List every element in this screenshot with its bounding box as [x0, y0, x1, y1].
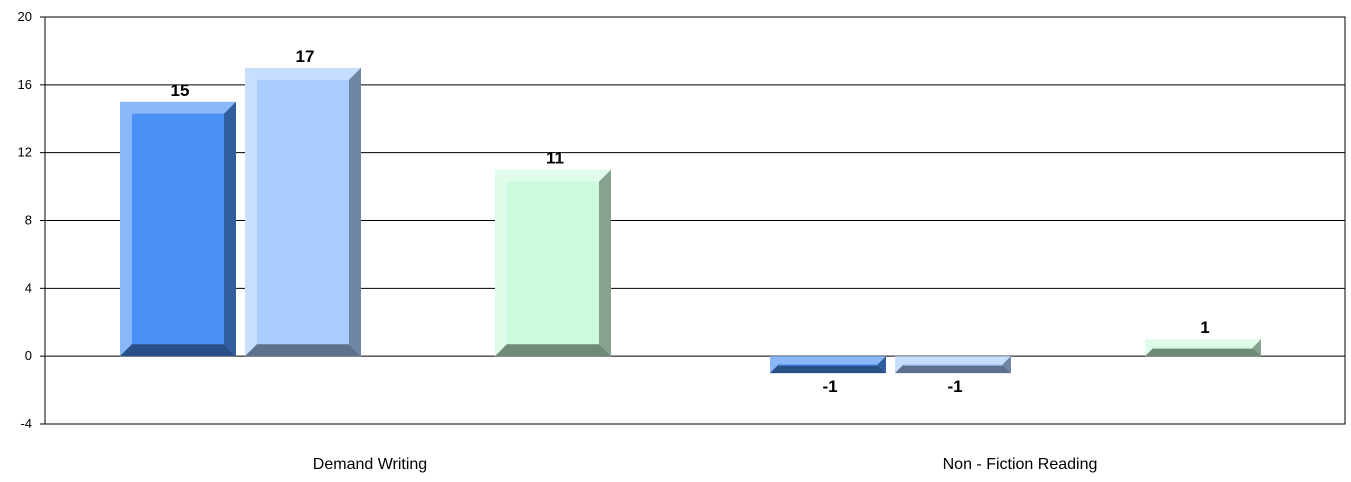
bar-face [1153, 347, 1253, 349]
y-tick-label: 0 [25, 348, 32, 363]
y-tick-label: 16 [18, 77, 32, 92]
bar-bevel-bottom [770, 364, 886, 374]
bar-bevel-right [1002, 356, 1011, 374]
y-tick-label: 8 [25, 213, 32, 228]
bar [120, 101, 236, 357]
bar [770, 356, 886, 374]
bar-bevel-right [1252, 339, 1261, 357]
bar-bevel-bottom [245, 344, 361, 357]
bar-bevel-right [599, 169, 611, 357]
bar-bevel-right [349, 67, 361, 357]
data-label: 17 [296, 47, 315, 66]
bar-face [778, 364, 878, 366]
data-label: 1 [1200, 318, 1209, 337]
bar-bevel-bottom [120, 344, 236, 357]
bar [245, 67, 361, 357]
bar-bevel-bottom [495, 344, 611, 357]
plot-frame [44, 16, 1346, 425]
y-tick-label: 4 [25, 280, 32, 295]
data-label: -1 [822, 377, 837, 396]
bar-bevel-right [877, 356, 886, 374]
category-label: Non - Fiction Reading [943, 456, 1098, 473]
bar-face [903, 364, 1003, 366]
data-label: 11 [546, 149, 564, 168]
data-label: 15 [171, 81, 190, 100]
bar [895, 356, 1011, 374]
y-tick-label: -4 [20, 416, 32, 431]
bar [1145, 339, 1261, 357]
gridlines [45, 16, 1345, 425]
labels: -4 0 4 8 12 16 20 Demand Writing 15 17 11 Non - Fic… [18, 9, 1210, 473]
data-label: -1 [947, 377, 962, 396]
y-tick-label: 20 [18, 9, 32, 24]
axes [40, 16, 1346, 425]
bar-face [507, 181, 599, 345]
category-label: Demand Writing [313, 456, 427, 473]
y-tick-label: 12 [18, 145, 32, 160]
bar [495, 169, 611, 357]
bar-face [132, 113, 224, 345]
bar-face [257, 79, 349, 345]
bar-bevel-right [224, 101, 236, 357]
bars [120, 67, 1261, 374]
bar-bevel-bottom [895, 364, 1011, 374]
bar-bevel-bottom [1145, 347, 1261, 357]
